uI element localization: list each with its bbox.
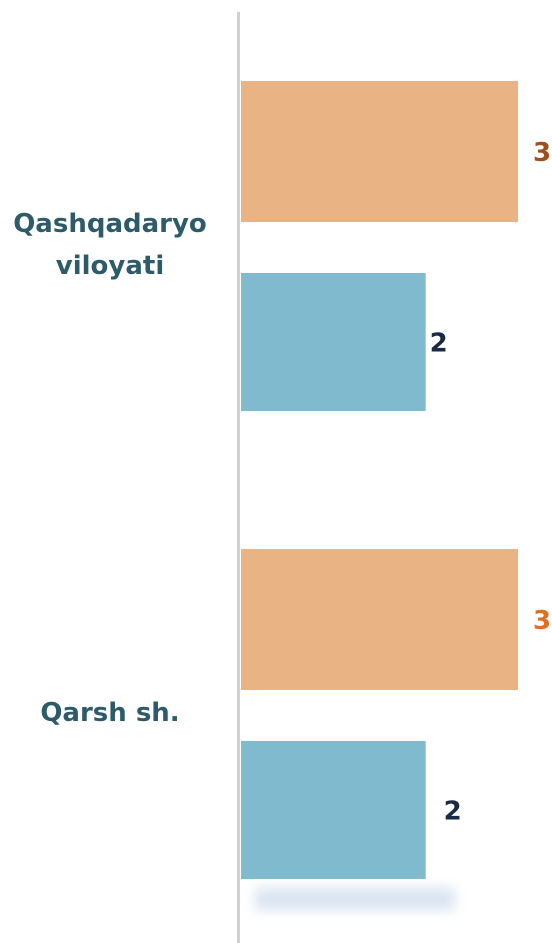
value-label: 3 xyxy=(533,606,551,636)
bar xyxy=(241,549,518,690)
category-label: Qarsh sh. xyxy=(40,698,180,728)
category-label: Qashqadaryo viloyati xyxy=(13,209,207,281)
value-label: 2 xyxy=(444,797,462,827)
value-label: 3 xyxy=(533,138,551,168)
bar xyxy=(241,81,518,222)
shadow xyxy=(255,888,455,910)
bar xyxy=(241,741,426,879)
value-label: 2 xyxy=(430,329,448,359)
bar xyxy=(241,273,426,411)
